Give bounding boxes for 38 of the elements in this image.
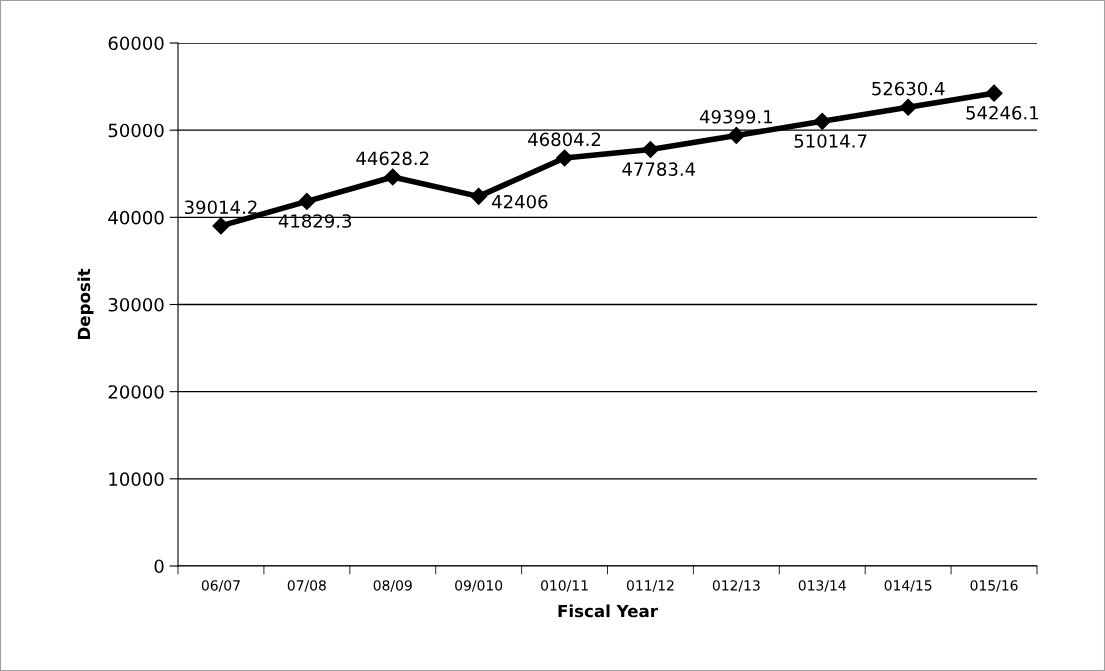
x-tick-label: 011/12	[626, 580, 674, 592]
x-tick-label: 014/15	[884, 580, 932, 592]
y-tick-label: 20000	[108, 385, 164, 399]
point	[384, 168, 402, 186]
x-tick-label: 06/07	[201, 580, 240, 592]
y-tick-label: 50000	[108, 123, 164, 138]
point	[641, 140, 660, 159]
point	[212, 217, 230, 235]
data-label: 54246.1	[966, 105, 1039, 120]
x-tick-label: 015/16	[970, 580, 1018, 592]
data-label: 49399.1	[699, 109, 773, 124]
x-tick-label: 07/08	[287, 580, 326, 592]
x-tick-label: 012/13	[712, 580, 760, 592]
point	[298, 192, 316, 210]
y-axis-title: Deposit	[77, 268, 94, 340]
point	[555, 149, 574, 167]
point	[985, 84, 1003, 102]
data-label: 42406	[492, 194, 548, 209]
y-tick-label: 60000	[108, 36, 164, 51]
x-tick-label: 010/11	[541, 580, 588, 592]
data-label: 51014.7	[794, 134, 867, 148]
y-tick-label: 30000	[108, 297, 164, 312]
data-label: 47783.4	[622, 162, 696, 176]
point	[470, 187, 488, 205]
x-axis-title: Fiscal Year	[558, 604, 658, 618]
point	[813, 112, 831, 130]
data-label: 44628.2	[356, 151, 429, 166]
y-tick-label: 10000	[109, 472, 164, 486]
y-tick-label: 40000	[108, 210, 164, 225]
point	[727, 126, 745, 144]
data-label: 52630.4	[872, 81, 945, 96]
data-label: 46804.2	[528, 132, 601, 147]
y-tick-label: 0	[154, 559, 164, 574]
data-label: 39014.2	[184, 200, 257, 215]
x-tick-label: 09/010	[455, 580, 503, 592]
point	[899, 98, 917, 116]
x-tick-label: 08/09	[373, 580, 412, 592]
x-tick-label: 013/14	[798, 580, 846, 592]
